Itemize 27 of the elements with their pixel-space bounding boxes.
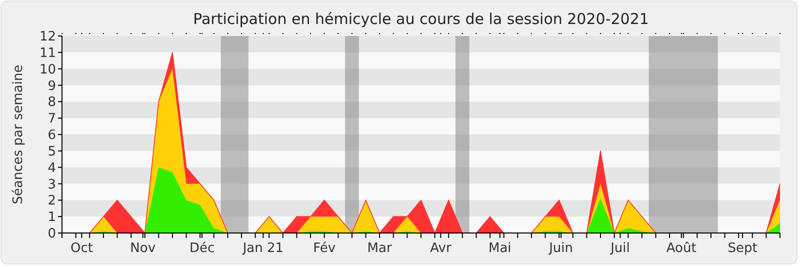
y-tick-label: 8 <box>48 95 56 110</box>
y-tick-label: 1 <box>48 210 56 226</box>
y-tick-label: 9 <box>48 78 56 94</box>
x-tick-label: Juil <box>610 241 630 256</box>
y-tick-label: 12 <box>39 30 56 45</box>
y-tick-label: 4 <box>48 160 56 176</box>
y-tick-label: 11 <box>39 46 56 61</box>
x-tick-label: Août <box>666 241 696 256</box>
y-tick-label: 6 <box>48 128 56 144</box>
x-tick-label: Sept <box>728 241 758 256</box>
x-tick-label: Déc <box>189 241 215 256</box>
y-tick-label: 2 <box>48 194 56 209</box>
x-tick-label: Juin <box>548 241 574 256</box>
x-tick-label: Avr <box>430 241 452 256</box>
y-tick-label: 7 <box>48 112 56 127</box>
y-tick-label: 0 <box>48 226 56 242</box>
y-axis-title: Séances par semaine <box>11 64 26 204</box>
x-tick-label: Fév <box>313 241 336 256</box>
chart-title: Participation en hémicycle au cours de la session 2020-2021 <box>193 10 649 28</box>
y-tick-label: 10 <box>39 62 56 78</box>
x-tick-label: Nov <box>130 241 156 256</box>
x-tick-label: Oct <box>70 241 93 256</box>
x-tick-label: Mai <box>488 241 512 256</box>
y-tick-label: 5 <box>48 144 56 160</box>
x-tick-label: Jan 21 <box>242 241 284 256</box>
y-tick-label: 3 <box>48 177 56 192</box>
x-tick-label: Mar <box>367 241 392 256</box>
